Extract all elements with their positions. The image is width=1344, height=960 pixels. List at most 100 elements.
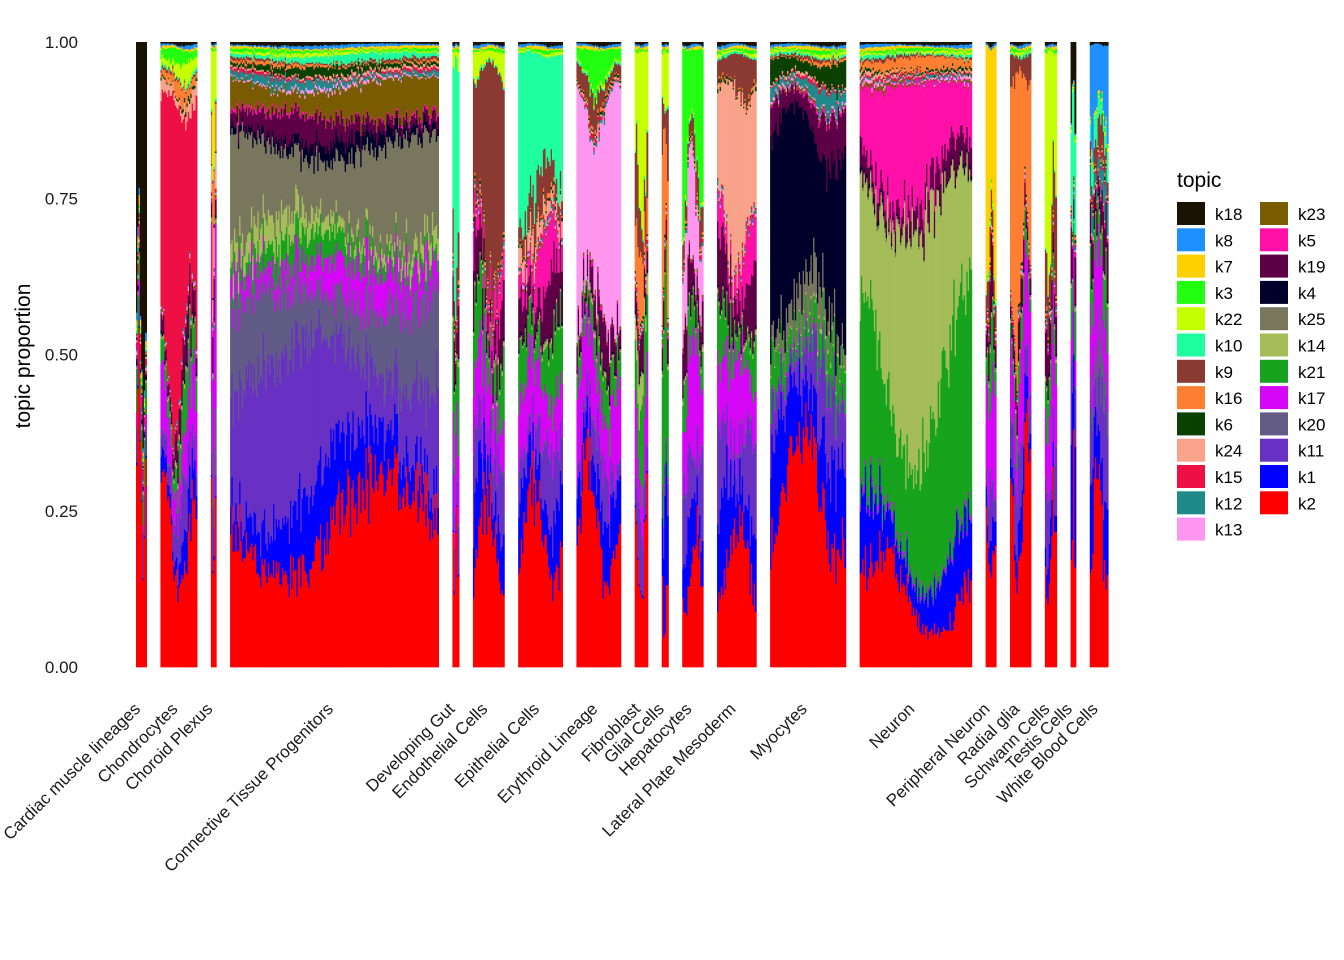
bar-segment-k25 [240, 130, 243, 244]
bar-segment-k24 [164, 79, 167, 92]
bar-segment-k10 [139, 331, 142, 334]
bar-segment-k12 [237, 75, 240, 81]
bar-segment-k21 [183, 388, 186, 437]
bar-segment-k9 [174, 78, 177, 82]
bar-segment-k15 [260, 71, 262, 76]
bar-segment-k17 [185, 431, 188, 482]
bar-segment-k19 [314, 112, 317, 142]
bar-segment-k19 [332, 120, 335, 141]
bar-segment-k18 [142, 42, 145, 449]
bar-segment-k14 [279, 232, 282, 267]
bar-segment-k12 [297, 77, 300, 88]
bar-segment-k6 [273, 68, 275, 77]
bar-segment-k23 [329, 91, 331, 121]
bar-segment-k22 [253, 50, 256, 53]
bar-segment-k1 [299, 472, 301, 557]
bar-segment-k16 [314, 64, 317, 68]
bar-segment-k4 [304, 146, 307, 159]
bar-segment-k22 [214, 50, 217, 99]
bar-segment-k22 [230, 50, 232, 53]
bar-segment-k21 [314, 232, 317, 266]
bar-segment-k14 [214, 220, 217, 223]
bar-segment-k8 [262, 45, 265, 48]
bar-segment-k7 [263, 47, 266, 50]
bar-segment-k5 [273, 112, 275, 116]
bar-segment-k20 [143, 493, 146, 496]
bar-segment-k10 [334, 55, 337, 67]
bar-segment-k9 [265, 58, 268, 61]
bar-segment-k21 [319, 213, 322, 243]
bar-segment-k17 [183, 435, 186, 476]
bar-segment-k16 [318, 63, 321, 66]
bar-segment-k21 [310, 228, 313, 256]
bar-segment-k25 [138, 251, 141, 257]
bar-segment-k21 [293, 234, 296, 260]
bar-segment-k16 [243, 59, 245, 63]
bar-segment-k7 [182, 49, 185, 52]
bar-segment-k21 [325, 230, 328, 259]
bar-segment-k24 [267, 70, 270, 72]
bar-segment-k13 [143, 426, 146, 430]
bar-segment-k11 [301, 325, 304, 499]
bar-segment-k22 [256, 52, 259, 56]
bar-segment-k8 [243, 44, 245, 46]
bar-segment-k9 [168, 66, 171, 70]
bar-segment-k14 [138, 256, 141, 259]
bar-segment-k2 [335, 499, 338, 668]
bar-segment-k9 [172, 65, 175, 69]
bar-segment-k12 [190, 317, 193, 321]
bar-segment-k25 [192, 322, 195, 326]
bar-segment-k14 [232, 273, 235, 300]
bar-segment-k21 [248, 252, 251, 265]
bar-segment-k20 [258, 300, 261, 384]
bar-segment-k5 [270, 116, 273, 120]
bar-segment-k22 [160, 58, 163, 68]
bar-segment-k1 [235, 502, 238, 524]
bar-segment-k12 [296, 81, 299, 92]
bar-segment-k3 [257, 48, 260, 53]
bar-segment-k3 [191, 50, 194, 60]
bar-segment-k15 [240, 67, 243, 71]
bar-segment-k5 [274, 110, 277, 114]
bar-segment-k19 [322, 119, 325, 148]
bar-segment-k25 [293, 143, 296, 211]
bar-segment-k21 [182, 383, 185, 434]
bar-segment-k10 [239, 53, 242, 59]
bar-segment-k22 [235, 51, 238, 55]
bar-segment-k15 [168, 89, 171, 376]
bar-segment-k6 [145, 354, 148, 357]
bar-segment-k1 [269, 543, 272, 577]
bar-segment-k16 [287, 65, 290, 70]
bar-segment-k4 [232, 125, 235, 135]
bar-segment-k12 [139, 359, 142, 362]
bar-segment-k15 [322, 81, 325, 83]
bar-segment-k16 [182, 88, 185, 109]
bar-segment-k15 [164, 90, 167, 343]
bar-segment-k18 [323, 42, 326, 45]
bar-segment-k24 [253, 67, 256, 70]
bar-segment-k21 [330, 223, 333, 257]
bar-segment-k24 [302, 77, 305, 81]
bar-segment-k13 [235, 79, 238, 81]
bar-segment-k11 [189, 430, 191, 466]
bar-segment-k16 [186, 90, 189, 104]
bar-segment-k1 [179, 562, 182, 584]
bar-segment-k18 [231, 42, 234, 45]
bar-segment-k6 [299, 68, 301, 80]
bar-segment-k13 [240, 77, 243, 79]
bar-segment-k12 [186, 303, 189, 307]
bar-segment-k19 [323, 115, 326, 147]
bar-segment-k25 [332, 157, 335, 212]
bar-segment-k20 [316, 279, 318, 329]
bar-segment-k22 [301, 53, 304, 58]
bar-segment-k9 [437, 57, 439, 61]
bar-segment-k21 [190, 360, 193, 409]
bar-segment-k13 [262, 83, 265, 86]
bar-segment-k7 [181, 47, 184, 50]
bar-segment-k10 [291, 56, 294, 61]
bar-segment-k5 [284, 100, 287, 105]
bar-segment-k21 [318, 225, 321, 254]
bar-segment-k2 [160, 482, 163, 668]
bar-segment-k13 [306, 89, 309, 94]
bar-segment-k7 [141, 371, 144, 378]
